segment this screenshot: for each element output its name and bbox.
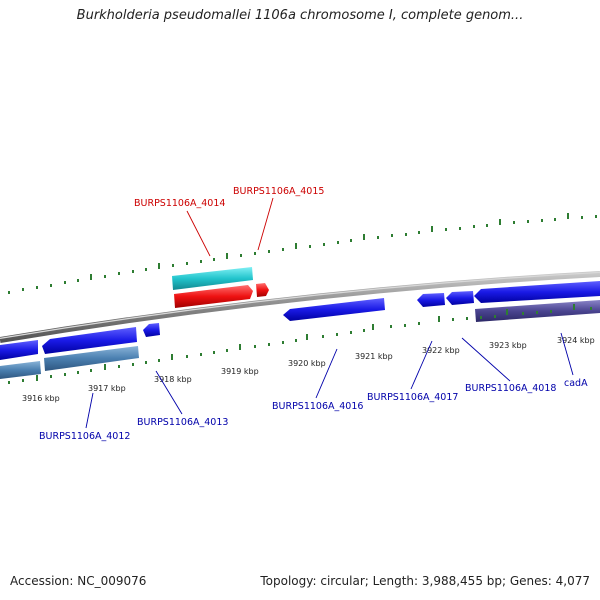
gene-label-4018[interactable]: BURPS1106A_4018 [465,383,556,394]
gene-4014-feature[interactable] [172,267,253,290]
gene-label-4017[interactable]: BURPS1106A_4017 [367,392,458,403]
gene-4012-feature[interactable] [0,346,139,379]
tick-label: 3916 kbp [22,394,60,403]
tick-label: 3922 kbp [422,346,460,355]
tick-label: 3921 kbp [355,352,393,361]
tick-label: 3919 kbp [221,367,259,376]
gene-label-4013[interactable]: BURPS1106A_4013 [137,417,228,428]
gene-cadA-cds[interactable] [474,281,600,303]
gene-label-cadA[interactable]: cadA [564,378,588,389]
tick-label: 3924 kbp [557,336,595,345]
leader-lines [85,197,574,429]
gene-4017-cds[interactable] [417,293,445,307]
tick-label: 3917 kbp [88,384,126,393]
tick-label: 3920 kbp [288,359,326,368]
gene-label-4014[interactable]: BURPS1106A_4014 [134,198,225,209]
gene-4013-cds[interactable] [143,323,160,337]
genome-summary-text: Topology: circular; Length: 3,988,455 bp… [260,574,590,588]
gene-4014-cds[interactable] [174,285,253,308]
gene-4016-cds[interactable] [283,298,385,321]
gene-4012-cds[interactable] [0,327,137,360]
tick-label: 3923 kbp [489,341,527,350]
gene-label-4016[interactable]: BURPS1106A_4016 [272,401,363,412]
gene-4015-cds[interactable] [256,283,269,297]
upper-tick-track [8,213,597,294]
tick-labels: 3916 kbp 3917 kbp 3918 kbp 3919 kbp 3920… [22,336,595,403]
chromosome-backbone [0,271,600,343]
gene-4018-cds[interactable] [446,291,474,305]
gene-label-4012[interactable]: BURPS1106A_4012 [39,431,130,442]
map-title: Burkholderia pseudomallei 1106a chromoso… [76,8,524,23]
tick-label: 3918 kbp [154,375,192,384]
gene-labels: BURPS1106A_4014 BURPS1106A_4015 BURPS110… [39,186,588,442]
accession-text: Accession: NC_009076 [10,574,147,588]
lower-tick-track [8,304,592,384]
gene-label-4015[interactable]: BURPS1106A_4015 [233,186,324,197]
